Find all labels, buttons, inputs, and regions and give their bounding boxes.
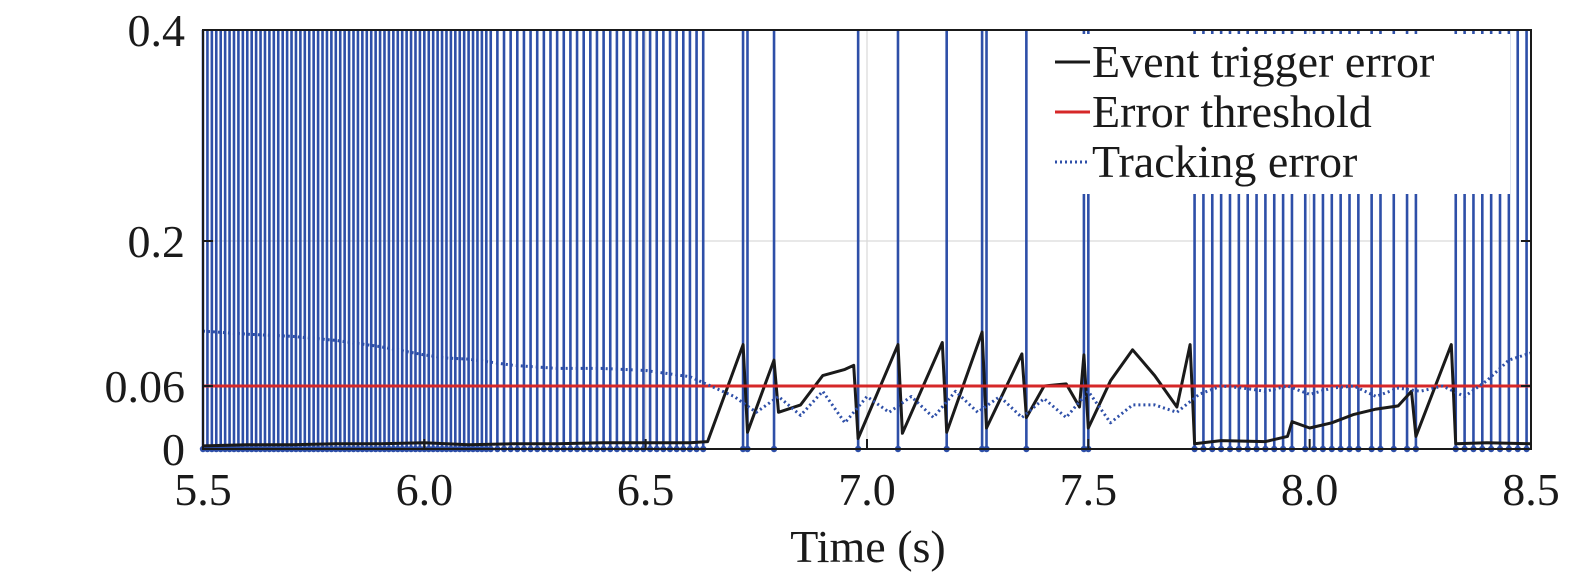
series-lines [202,329,1532,448]
x-axis: 5.5 6.0 6.5 7.0 7.5 8.0 8.5 [174,439,1560,515]
y-tick-label: 0.4 [128,5,186,56]
x-axis-title: Time (s) [790,521,946,572]
legend-label: Error threshold [1092,86,1372,137]
y-tick-label: 0 [162,424,185,475]
legend-box [1040,34,1510,194]
x-tick-label: 5.5 [174,464,232,515]
y-tick-label: 0.2 [128,216,186,267]
legend-label: Tracking error [1092,136,1357,187]
series-event-trigger-error [202,330,1532,448]
x-tick-label: 7.0 [838,464,896,515]
legend-label: Event trigger error [1092,36,1434,87]
x-tick-label: 6.5 [617,464,675,515]
y-axis: 0 0.06 0.2 0.4 [105,5,1531,475]
x-tick-label: 7.5 [1060,464,1118,515]
series-tracking-error [202,329,1532,425]
x-tick-label: 6.0 [396,464,454,515]
x-tick-label: 8.5 [1502,464,1560,515]
y-tick-label: 0.06 [105,361,186,412]
x-tick-label: 8.0 [1281,464,1339,515]
